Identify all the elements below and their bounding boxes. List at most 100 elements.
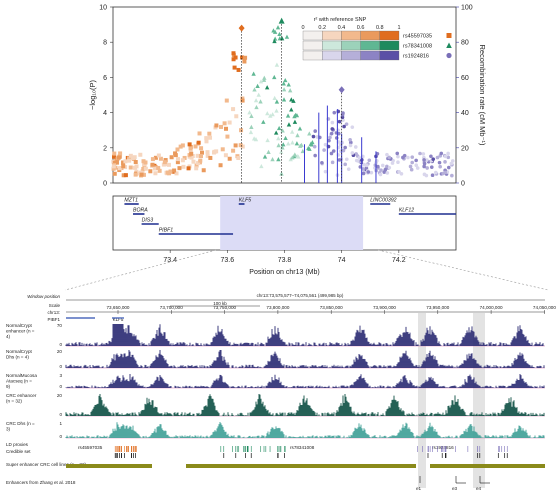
snp-point [450, 173, 454, 178]
snp-point [409, 167, 414, 172]
track-zero-label: 0 [59, 342, 62, 347]
snp-point [341, 118, 345, 122]
snp-point [197, 131, 202, 136]
y-tick-label: 4 [103, 110, 107, 117]
track-signal [65, 324, 545, 346]
annotation-label-enhancers: Enhancers from Zhang et al. 2018 [6, 480, 76, 485]
snp-point [274, 108, 279, 113]
snp-point [272, 74, 277, 80]
snp-point [298, 143, 303, 148]
track-zero-label: 0 [59, 364, 62, 369]
snp-point [276, 156, 281, 162]
legend-box [322, 50, 342, 61]
snp-point [156, 153, 161, 158]
snp-point [397, 170, 401, 174]
track-signal [65, 422, 545, 438]
snp-point [292, 152, 298, 157]
legend-tick: 0 [301, 25, 304, 31]
snp-point [422, 164, 426, 169]
snp-point [307, 146, 312, 151]
y-axis-label: −log₁₀(P) [88, 79, 97, 110]
snp-point [274, 99, 280, 104]
snp-point [270, 112, 275, 117]
snp-point [212, 150, 217, 155]
legend-box [379, 40, 400, 51]
region-label: chr13:73,575,577–74,075,561 (499,985 bp) [257, 293, 344, 298]
snp-point [196, 161, 201, 166]
snp-point [276, 136, 281, 141]
snp-point [327, 138, 331, 143]
snp-point [199, 146, 204, 151]
track-max-label: 3 [59, 373, 62, 378]
snp-point [449, 161, 454, 166]
scale-text: 100 kb [213, 301, 227, 306]
snp-point [233, 55, 238, 60]
snp-point [112, 154, 117, 159]
snp-point [117, 166, 122, 171]
lead-snp-marker [338, 86, 345, 94]
snp-point [308, 141, 314, 146]
snp-point [331, 149, 336, 153]
snp-point [383, 167, 388, 172]
snp-point [236, 156, 241, 161]
snp-point [385, 152, 389, 157]
enhancer-label: e4 [476, 486, 482, 491]
snp-point [111, 166, 116, 171]
snp-point [272, 95, 277, 101]
gene-label: PIBF1 [159, 228, 174, 234]
highlight-column-1 [418, 313, 426, 488]
snp-point [265, 137, 270, 143]
snp-point [410, 155, 415, 159]
snp-point [439, 151, 444, 156]
snp-point [435, 155, 440, 160]
browser-tick-label: 73,850,000 [320, 305, 343, 310]
snp-point [366, 170, 371, 174]
snp-point [281, 81, 286, 86]
snp-point [180, 158, 185, 163]
snp-point [153, 155, 158, 160]
snp-point [218, 163, 223, 168]
snp-point [329, 131, 334, 136]
track-signal [65, 374, 545, 388]
snp-point [193, 144, 198, 149]
snp-point [240, 96, 245, 101]
snp-point [443, 160, 447, 164]
snp-point [349, 140, 353, 145]
snp-point [201, 168, 206, 173]
legend-snp-label: rs78341008 [403, 44, 432, 50]
legend-snp-label: rs45597035 [403, 34, 432, 40]
snp-point [300, 148, 305, 154]
legend-box [360, 30, 380, 41]
snp-point [399, 172, 404, 176]
snp-point [281, 142, 286, 147]
snp-point [291, 98, 296, 103]
snp-point [348, 137, 352, 142]
snp-point [205, 153, 210, 158]
legend-tick: 0.4 [338, 25, 346, 31]
browser-tick-label: 73,900,000 [373, 305, 396, 310]
track-max-label: 20 [57, 393, 63, 398]
zoom-line-right [377, 249, 549, 291]
snp-point [162, 160, 167, 165]
snp-point [166, 162, 171, 167]
snp-point [126, 156, 131, 161]
snp-point [148, 169, 153, 174]
snp-point [112, 171, 117, 176]
enhancer-label: e3 [452, 486, 458, 491]
window-label: Window position [27, 294, 60, 299]
snp-point [121, 173, 126, 178]
y2-tick-label: 80 [461, 40, 469, 47]
snp-point [253, 98, 259, 103]
snp-point [139, 172, 144, 177]
snp-point [238, 143, 243, 148]
super-enhancer-bar [66, 464, 152, 468]
snp-point [175, 157, 180, 162]
legend-tick: 0.6 [357, 25, 365, 31]
snp-point [328, 135, 332, 140]
snp-point [247, 110, 252, 115]
snp-point [231, 51, 236, 56]
snp-point [330, 160, 335, 165]
snp-point [233, 143, 238, 148]
annotation-label-ld-proxies: LD proxies [6, 442, 29, 447]
chrom-label: chr13: [47, 310, 60, 315]
